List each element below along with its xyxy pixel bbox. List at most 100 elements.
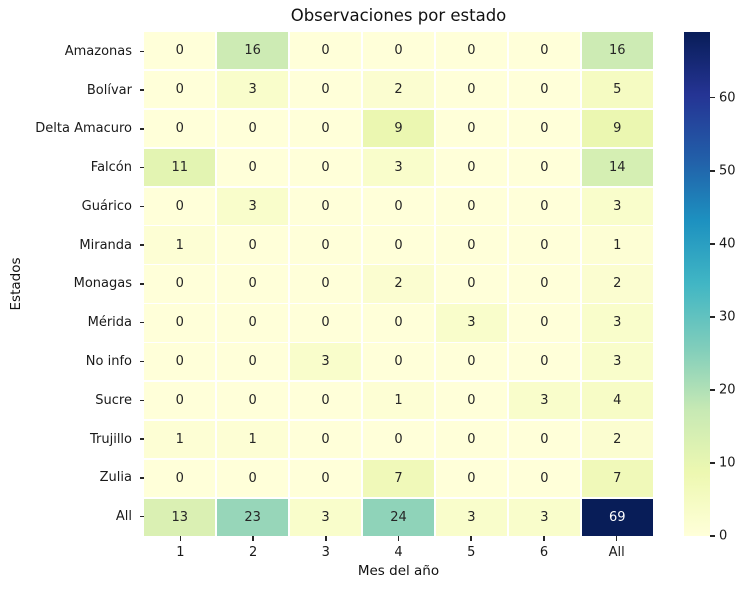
y-tick-mark — [139, 128, 144, 130]
heatmap-cell: 3 — [289, 343, 362, 381]
heatmap-cell: 23 — [216, 498, 289, 536]
heatmap-cell: 0 — [289, 265, 362, 303]
x-tick-label: 3 — [289, 536, 362, 562]
heatmap-cell: 0 — [289, 148, 362, 187]
heatmap-cell: 0 — [216, 265, 289, 303]
heatmap-cell: 2 — [581, 420, 653, 459]
x-tick-labels: 1 2 3 4 5 6 All — [144, 536, 653, 562]
heatmap-cell: 16 — [581, 32, 653, 70]
heatmap-cell: 0 — [435, 70, 508, 109]
x-tick-mark — [470, 536, 472, 541]
heatmap-cell: 4 — [581, 381, 653, 420]
heatmap-cell: 0 — [508, 226, 581, 264]
heatmap-cell: 0 — [289, 381, 362, 420]
heatmap-cell: 0 — [508, 148, 581, 187]
heatmap-cell: 3 — [216, 70, 289, 109]
heatmap-cell: 0 — [508, 265, 581, 303]
heatmap-cell: 0 — [289, 226, 362, 264]
heatmap-cell: 0 — [216, 109, 289, 148]
heatmap-cell: 0 — [289, 32, 362, 70]
y-tick-label: Guárico — [0, 187, 144, 226]
heatmap-cell: 0 — [289, 459, 362, 498]
colorbar-tick-label: 60 — [719, 90, 736, 106]
y-tick-mark — [139, 50, 144, 53]
chart-title: Observaciones por estado — [290, 6, 507, 25]
colorbar-tick-mark — [710, 535, 715, 537]
heatmap-cell: 3 — [435, 498, 508, 536]
y-tick-mark — [139, 321, 144, 324]
heatmap-cell: 0 — [144, 109, 216, 148]
heatmap-cell: 0 — [144, 265, 216, 303]
colorbar-tick-mark — [710, 389, 715, 391]
x-tick-label: 5 — [435, 536, 508, 562]
heatmap-cell: 3 — [508, 381, 581, 420]
heatmap-cell: 3 — [289, 498, 362, 536]
heatmap-cell: 0 — [435, 459, 508, 498]
heatmap-cell: 0 — [289, 70, 362, 109]
heatmap-cell: 0 — [216, 459, 289, 498]
heatmap-cell: 3 — [362, 148, 435, 187]
heatmap-cell: 24 — [362, 498, 435, 536]
y-tick-mark — [139, 166, 144, 169]
heatmap-cell: 3 — [508, 498, 581, 536]
heatmap-cell: 11 — [144, 148, 216, 187]
y-tick-labels: Amazonas Bolívar Delta Amacuro Falcón Guáric… — [0, 32, 144, 536]
heatmap-cell: 0 — [508, 187, 581, 225]
heatmap-cell: 0 — [435, 343, 508, 381]
colorbar — [684, 32, 710, 536]
heatmap-cell: 9 — [581, 109, 653, 148]
heatmap-cell: 0 — [435, 109, 508, 148]
heatmap-cell: 0 — [144, 459, 216, 498]
heatmap-cell: 1 — [581, 226, 653, 264]
x-tick-label: 6 — [508, 536, 581, 562]
heatmap-cell: 0 — [144, 70, 216, 109]
heatmap-cell: 69 — [581, 498, 653, 536]
y-tick-label: Zulia — [0, 458, 144, 497]
y-tick-label: Amazonas — [0, 32, 144, 71]
colorbar-tick-mark — [710, 462, 715, 464]
x-tick-label: 4 — [362, 536, 435, 562]
heatmap-cell: 16 — [216, 32, 289, 70]
heatmap-cell: 0 — [362, 187, 435, 225]
y-tick-label: No info — [0, 342, 144, 381]
y-tick-mark — [139, 283, 144, 285]
colorbar-tick-label: 50 — [719, 163, 736, 179]
heatmap-cell: 0 — [216, 343, 289, 381]
y-tick-label: Delta Amacuro — [0, 110, 144, 149]
y-tick-mark — [139, 438, 144, 440]
x-tick-label: 1 — [144, 536, 217, 562]
heatmap-cell: 0 — [435, 381, 508, 420]
heatmap-cell: 0 — [362, 32, 435, 70]
heatmap-cell: 3 — [435, 304, 508, 342]
heatmap-cell: 3 — [216, 187, 289, 225]
y-tick-label: All — [0, 497, 144, 536]
heatmap-cell: 0 — [508, 459, 581, 498]
heatmap-cell: 0 — [289, 109, 362, 148]
heatmap-cell: 0 — [508, 343, 581, 381]
heatmap-cell: 0 — [435, 420, 508, 459]
heatmap-cell: 0 — [362, 304, 435, 342]
heatmap-cell: 2 — [362, 265, 435, 303]
y-tick-label: Trujillo — [0, 420, 144, 459]
heatmap-cell: 0 — [144, 32, 216, 70]
colorbar-tick-mark — [710, 96, 715, 99]
heatmap-cell: 0 — [435, 148, 508, 187]
y-tick-label: Mérida — [0, 303, 144, 342]
y-tick-mark — [139, 205, 144, 208]
heatmap-cell: 0 — [362, 343, 435, 381]
heatmap-cell: 0 — [508, 109, 581, 148]
heatmap-cell: 14 — [581, 148, 653, 187]
heatmap-cell: 3 — [581, 187, 653, 225]
heatmap-cell: 3 — [581, 343, 653, 381]
heatmap-cell: 0 — [435, 187, 508, 225]
heatmap-cell: 0 — [508, 70, 581, 109]
heatmap-cell: 2 — [581, 265, 653, 303]
heatmap-cell: 0 — [435, 226, 508, 264]
heatmap-cell: 13 — [144, 498, 216, 536]
colorbar-tick-mark — [710, 170, 715, 172]
y-tick-mark — [139, 477, 144, 479]
heatmap-cell: 1 — [144, 226, 216, 264]
heatmap-cell: 1 — [216, 420, 289, 459]
heatmap-cell: 7 — [362, 459, 435, 498]
